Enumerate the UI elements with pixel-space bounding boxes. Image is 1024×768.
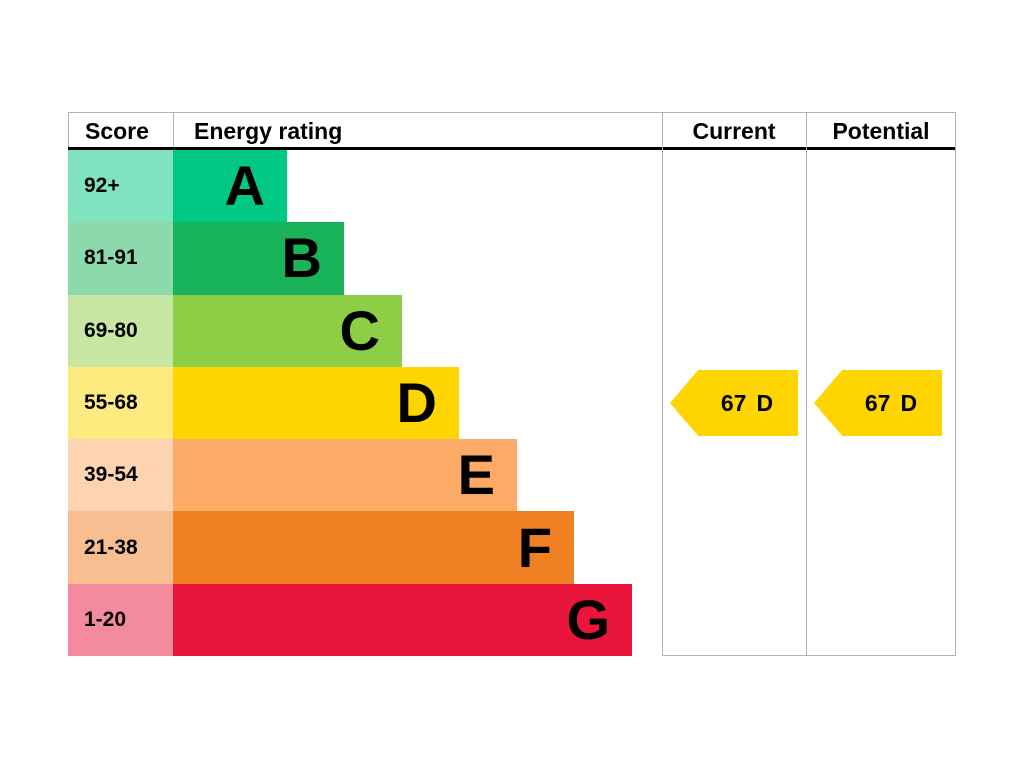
band-score-cell: 21-38 bbox=[68, 511, 173, 584]
band-letter: A bbox=[224, 154, 265, 218]
band-score-label: 55-68 bbox=[84, 390, 138, 414]
band-score-label: 39-54 bbox=[84, 463, 138, 487]
table-top-border bbox=[68, 112, 956, 113]
band-letter: D bbox=[396, 370, 437, 434]
band-letter: B bbox=[281, 226, 322, 290]
band-score-cell: 69-80 bbox=[68, 294, 173, 367]
band-row: 69-80 C bbox=[68, 294, 662, 367]
potential-rating-band: D bbox=[900, 389, 918, 416]
table-right-border bbox=[955, 112, 956, 656]
current-rating-pointer: 67 D bbox=[670, 370, 798, 436]
band-bar: C bbox=[173, 294, 402, 367]
band-bar: B bbox=[173, 222, 344, 295]
table-bottom-border bbox=[662, 655, 956, 656]
band-bar: D bbox=[173, 366, 459, 440]
band-score-label: 81-91 bbox=[84, 246, 138, 270]
epc-rating-chart: Score Energy rating Current Potential 92… bbox=[68, 112, 956, 656]
band-letter: E bbox=[457, 443, 495, 507]
band-bar: E bbox=[173, 439, 517, 512]
band-row: 55-68 D bbox=[68, 366, 662, 440]
band-bar: G bbox=[173, 583, 632, 656]
potential-column-header: Potential bbox=[832, 117, 930, 144]
band-score-cell: 1-20 bbox=[68, 583, 173, 656]
band-score-cell: 39-54 bbox=[68, 439, 173, 512]
current-column-header: Current bbox=[692, 117, 776, 144]
header-underline bbox=[68, 147, 956, 150]
band-score-label: 69-80 bbox=[84, 318, 138, 342]
band-row: 81-91 B bbox=[68, 222, 662, 295]
band-score-cell: 55-68 bbox=[68, 366, 173, 440]
table-header: Score Energy rating Current Potential bbox=[68, 112, 956, 150]
band-row: 39-54 E bbox=[68, 439, 662, 512]
band-letter: C bbox=[339, 298, 380, 362]
band-score-cell: 81-91 bbox=[68, 222, 173, 295]
potential-rating-value: 67 bbox=[864, 389, 891, 416]
band-row: 92+ A bbox=[68, 150, 662, 223]
score-column-header: Score bbox=[68, 112, 173, 150]
band-score-label: 21-38 bbox=[84, 535, 138, 559]
current-rating-value: 67 bbox=[720, 389, 747, 416]
potential-rating-pointer: 67 D bbox=[814, 370, 942, 436]
band-bar: F bbox=[173, 511, 574, 584]
band-score-cell: 92+ bbox=[68, 150, 173, 223]
potential-column-divider bbox=[806, 112, 807, 656]
band-row: 1-20 G bbox=[68, 583, 662, 656]
current-column-divider bbox=[662, 112, 663, 656]
band-score-label: 92+ bbox=[84, 174, 120, 198]
band-rows: 92+ A 81-91 B 69-80 C 55-68 D 39-54 E 21… bbox=[68, 150, 662, 656]
band-letter: F bbox=[517, 515, 552, 579]
energy-rating-column-header: Energy rating bbox=[173, 112, 662, 150]
band-score-label: 1-20 bbox=[84, 607, 127, 631]
current-rating-band: D bbox=[756, 389, 774, 416]
band-bar: A bbox=[173, 150, 287, 223]
band-letter: G bbox=[566, 587, 610, 651]
band-row: 21-38 F bbox=[68, 511, 662, 584]
